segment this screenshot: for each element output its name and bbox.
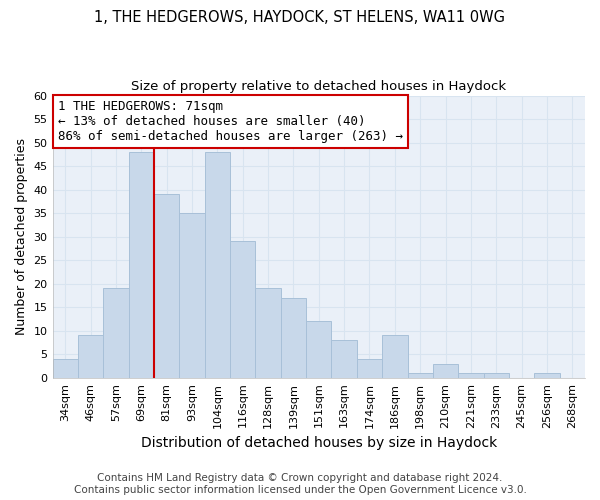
- Bar: [433, 364, 458, 378]
- Title: Size of property relative to detached houses in Haydock: Size of property relative to detached ho…: [131, 80, 506, 93]
- Bar: [306, 322, 331, 378]
- Text: 1, THE HEDGEROWS, HAYDOCK, ST HELENS, WA11 0WG: 1, THE HEDGEROWS, HAYDOCK, ST HELENS, WA…: [95, 10, 505, 25]
- Text: 1 THE HEDGEROWS: 71sqm
← 13% of detached houses are smaller (40)
86% of semi-det: 1 THE HEDGEROWS: 71sqm ← 13% of detached…: [58, 100, 403, 143]
- Bar: [458, 373, 484, 378]
- Bar: [256, 288, 281, 378]
- Bar: [154, 194, 179, 378]
- Bar: [382, 336, 407, 378]
- Bar: [128, 152, 154, 378]
- Y-axis label: Number of detached properties: Number of detached properties: [15, 138, 28, 335]
- Text: Contains HM Land Registry data © Crown copyright and database right 2024.
Contai: Contains HM Land Registry data © Crown c…: [74, 474, 526, 495]
- X-axis label: Distribution of detached houses by size in Haydock: Distribution of detached houses by size …: [140, 436, 497, 450]
- Bar: [331, 340, 357, 378]
- Bar: [407, 373, 433, 378]
- Bar: [78, 336, 103, 378]
- Bar: [205, 152, 230, 378]
- Bar: [53, 359, 78, 378]
- Bar: [534, 373, 560, 378]
- Bar: [357, 359, 382, 378]
- Bar: [281, 298, 306, 378]
- Bar: [103, 288, 128, 378]
- Bar: [179, 213, 205, 378]
- Bar: [230, 242, 256, 378]
- Bar: [484, 373, 509, 378]
